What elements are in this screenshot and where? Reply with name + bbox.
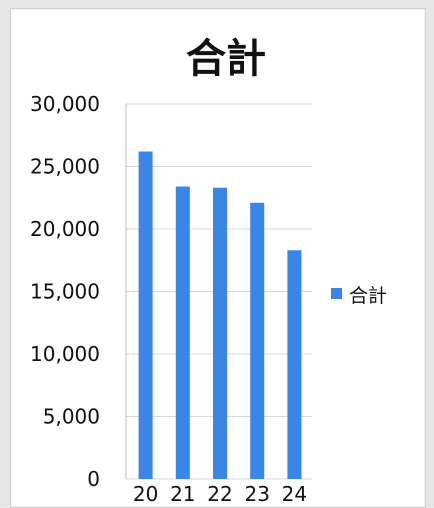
- x-tick-label: 22: [207, 482, 232, 506]
- legend-swatch: [331, 288, 342, 299]
- y-tick-label: 15,000: [30, 280, 100, 304]
- x-tick-label: 23: [244, 482, 269, 506]
- legend: 合計: [331, 285, 387, 307]
- y-axis: 0 5,000 10,000 15,000 20,000 25,000 30,000: [30, 92, 100, 491]
- y-tick-label: 10,000: [30, 342, 100, 366]
- x-tick-label: 21: [170, 482, 195, 506]
- y-tick-label: 25,000: [30, 155, 100, 179]
- bar-22: [213, 187, 227, 479]
- legend-label: 合計: [349, 285, 387, 307]
- x-tick-label: 24: [282, 482, 307, 506]
- y-tick-label: 0: [87, 467, 100, 491]
- y-tick-label: 30,000: [30, 92, 100, 116]
- bar-23: [250, 202, 265, 479]
- y-tick-label: 20,000: [30, 217, 100, 241]
- bar-20: [138, 151, 153, 479]
- bars: [138, 151, 302, 479]
- x-tick-label: 20: [133, 482, 158, 506]
- bar-21: [175, 186, 190, 479]
- bar-24: [287, 250, 302, 479]
- x-axis: 20 21 22 23 24: [133, 482, 307, 506]
- y-tick-label: 5,000: [43, 405, 100, 429]
- gridlines: [125, 103, 312, 480]
- chart-title: 合計: [186, 36, 266, 82]
